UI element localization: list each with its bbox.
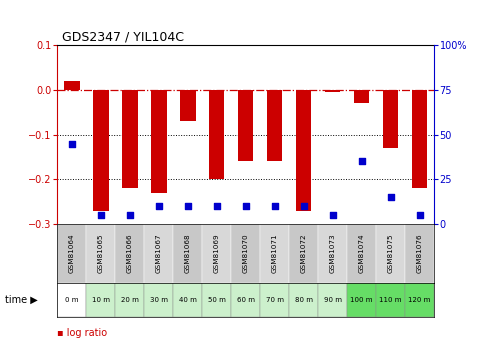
Text: 0 m: 0 m <box>65 297 78 303</box>
Bar <box>173 224 202 283</box>
Text: ▪ log ratio: ▪ log ratio <box>57 328 107 338</box>
Bar <box>289 224 318 283</box>
Text: GSM81065: GSM81065 <box>98 234 104 273</box>
Bar <box>122 90 137 188</box>
Text: 10 m: 10 m <box>92 297 110 303</box>
Bar <box>144 283 173 317</box>
Text: 40 m: 40 m <box>179 297 196 303</box>
Point <box>184 204 191 209</box>
Text: 50 m: 50 m <box>208 297 226 303</box>
Text: 80 m: 80 m <box>295 297 312 303</box>
Text: 120 m: 120 m <box>408 297 431 303</box>
Point <box>386 195 394 200</box>
Point <box>97 213 105 218</box>
Bar <box>296 90 311 211</box>
Point <box>358 159 366 164</box>
Bar <box>144 224 173 283</box>
Bar <box>376 224 405 283</box>
Bar <box>260 283 289 317</box>
Point <box>416 213 424 218</box>
Bar <box>202 224 231 283</box>
Text: GSM81067: GSM81067 <box>156 234 162 273</box>
Point <box>67 141 75 146</box>
Bar <box>115 283 144 317</box>
Point <box>300 204 308 209</box>
Text: time ▶: time ▶ <box>5 295 38 305</box>
Bar <box>347 283 376 317</box>
Bar <box>376 283 405 317</box>
Point <box>242 204 249 209</box>
Bar <box>115 224 144 283</box>
Text: GSM81072: GSM81072 <box>301 234 307 273</box>
Bar <box>173 283 202 317</box>
Point <box>270 204 278 209</box>
Text: GSM81074: GSM81074 <box>359 234 365 273</box>
Text: GSM81070: GSM81070 <box>243 234 248 273</box>
Point <box>155 204 163 209</box>
Bar <box>63 81 79 90</box>
Bar <box>347 224 376 283</box>
Bar <box>86 283 115 317</box>
Text: 20 m: 20 m <box>121 297 138 303</box>
Text: 90 m: 90 m <box>323 297 342 303</box>
Text: GDS2347 / YIL104C: GDS2347 / YIL104C <box>62 30 184 43</box>
Bar <box>260 224 289 283</box>
Bar <box>231 224 260 283</box>
Bar <box>202 283 231 317</box>
Bar <box>238 90 253 161</box>
Bar <box>266 90 283 161</box>
Text: GSM81064: GSM81064 <box>68 234 74 273</box>
Bar <box>86 224 115 283</box>
Bar <box>405 224 434 283</box>
Bar <box>57 224 86 283</box>
Text: GSM81068: GSM81068 <box>185 234 190 273</box>
Text: GSM81071: GSM81071 <box>271 234 278 273</box>
Bar <box>412 90 428 188</box>
Bar <box>93 90 109 211</box>
Point <box>125 213 133 218</box>
Bar <box>318 224 347 283</box>
Point <box>213 204 221 209</box>
Bar <box>382 90 398 148</box>
Text: 100 m: 100 m <box>350 297 373 303</box>
Text: GSM81076: GSM81076 <box>417 234 423 273</box>
Text: GSM81073: GSM81073 <box>329 234 335 273</box>
Bar <box>354 90 370 103</box>
Text: 30 m: 30 m <box>149 297 168 303</box>
Bar <box>231 283 260 317</box>
Text: 70 m: 70 m <box>265 297 284 303</box>
Bar <box>57 283 86 317</box>
Bar <box>289 283 318 317</box>
Text: 60 m: 60 m <box>237 297 254 303</box>
Bar <box>151 90 167 193</box>
Bar <box>324 90 340 92</box>
Text: GSM81075: GSM81075 <box>387 234 393 273</box>
Bar <box>180 90 195 121</box>
Bar <box>318 283 347 317</box>
Point <box>328 213 336 218</box>
Bar <box>208 90 225 179</box>
Bar <box>405 283 434 317</box>
Text: 110 m: 110 m <box>379 297 402 303</box>
Text: GSM81069: GSM81069 <box>213 234 220 273</box>
Text: GSM81066: GSM81066 <box>126 234 132 273</box>
